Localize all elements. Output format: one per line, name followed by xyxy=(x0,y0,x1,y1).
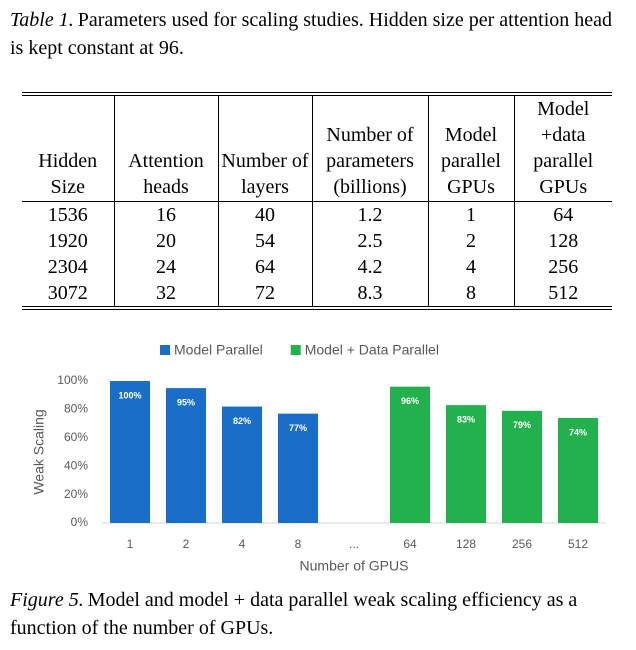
bar xyxy=(446,405,486,523)
table-cell: 1.2 xyxy=(311,201,428,228)
x-tick-label: 128 xyxy=(456,537,476,551)
caption-text: Parameters used for scaling studies. Hid… xyxy=(10,9,613,59)
value-label: 83% xyxy=(457,415,475,425)
value-label: 95% xyxy=(177,397,195,407)
x-tick-label: 512 xyxy=(568,537,588,551)
table-cell: 40 xyxy=(217,201,312,228)
caption-text: Model and model + data parallel weak sca… xyxy=(10,589,578,639)
table-cell: 4 xyxy=(427,254,514,280)
y-tick-label: 100% xyxy=(57,373,88,387)
table-row: 2304 24 64 4.2 4 256 xyxy=(22,254,612,280)
bar xyxy=(166,388,206,523)
value-label: 79% xyxy=(513,420,531,430)
table-caption: Table 1. Parameters used for scaling stud… xyxy=(10,6,626,62)
table-body: 1536 16 40 1.2 1 64 1920 20 54 2.5 2 128 2304 24 64 4.2… xyxy=(22,201,612,308)
header-row: Hidden Size Attention heads Number of laye… xyxy=(22,94,612,202)
table-cell: 1920 xyxy=(47,230,88,252)
table-cell: 256 xyxy=(513,254,612,280)
table-cell: 72 xyxy=(217,280,312,308)
caption-label: Figure 5. xyxy=(10,589,84,611)
header-cell: Attention heads xyxy=(113,94,218,202)
table-cell: 512 xyxy=(513,280,612,308)
table-row: 1920 20 54 2.5 2 128 xyxy=(22,228,612,254)
x-tick-label: 1 xyxy=(127,537,134,551)
header-cell: Model parallel GPUs xyxy=(427,94,514,202)
bar xyxy=(558,417,598,523)
value-label: 100% xyxy=(118,390,141,400)
y-tick-label: 20% xyxy=(64,487,88,501)
x-tick-label: 8 xyxy=(295,537,302,551)
value-label: 74% xyxy=(569,427,587,437)
figure-caption: Figure 5. Model and model + data parallel… xyxy=(10,586,626,642)
x-tick-label: 2 xyxy=(183,537,190,551)
legend-swatch xyxy=(290,345,301,355)
legend-label: Model + Data Parallel xyxy=(305,342,439,358)
table-cell: 8 xyxy=(427,280,514,308)
legend-label: Model Parallel xyxy=(174,342,263,358)
table-cell: 24 xyxy=(113,254,218,280)
table-cell: 54 xyxy=(217,228,312,254)
x-tick-label: 256 xyxy=(512,537,532,551)
table-cell: 2 xyxy=(427,228,514,254)
table-cell: 16 xyxy=(113,201,218,228)
table-cell: 2304 xyxy=(47,256,88,278)
table-cell: 2.5 xyxy=(311,228,428,254)
value-label: 77% xyxy=(289,423,307,433)
y-tick-label: 40% xyxy=(64,458,88,472)
table-cell: 20 xyxy=(113,228,218,254)
y-axis-label: Weak Scaling xyxy=(31,409,47,494)
x-tick-label: 4 xyxy=(239,537,246,551)
legend-swatch xyxy=(160,345,170,355)
header-cell: Number of parameters (billions) xyxy=(311,94,428,202)
table-cell: 3072 xyxy=(47,282,88,304)
y-tick-label: 60% xyxy=(64,430,88,444)
table-cell: 32 xyxy=(113,280,218,308)
header-cell: Hidden Size xyxy=(22,94,114,202)
bar xyxy=(278,413,318,523)
y-tick-label: 0% xyxy=(71,515,89,529)
table-cell: 1536 xyxy=(47,204,88,226)
value-label: 96% xyxy=(401,396,419,406)
header-cell: Number of layers xyxy=(217,94,312,202)
x-tick-label: ... xyxy=(349,537,359,551)
caption-label: Table 1. xyxy=(10,9,74,31)
table-row: 1536 16 40 1.2 1 64 xyxy=(22,201,612,228)
bar xyxy=(110,381,150,523)
table-cell: 4.2 xyxy=(311,254,428,280)
y-tick-label: 80% xyxy=(64,402,88,416)
table-cell: 64 xyxy=(513,201,612,228)
bar xyxy=(502,410,542,523)
table-cell: 64 xyxy=(217,254,312,280)
table-cell: 128 xyxy=(513,228,612,254)
header-cell: Model +data parallel GPUs xyxy=(513,94,612,202)
table-cell: 8.3 xyxy=(311,280,428,308)
bar xyxy=(222,406,262,523)
bar xyxy=(390,386,430,523)
table-cell: 1 xyxy=(427,201,514,228)
table-row: 3072 32 72 8.3 8 512 xyxy=(22,280,612,308)
x-tick-label: 64 xyxy=(403,537,417,551)
parameter-table: Hidden Size Attention heads Number of laye… xyxy=(22,92,612,310)
x-axis-label: Number of GPUS xyxy=(300,558,409,574)
value-label: 82% xyxy=(233,416,251,426)
